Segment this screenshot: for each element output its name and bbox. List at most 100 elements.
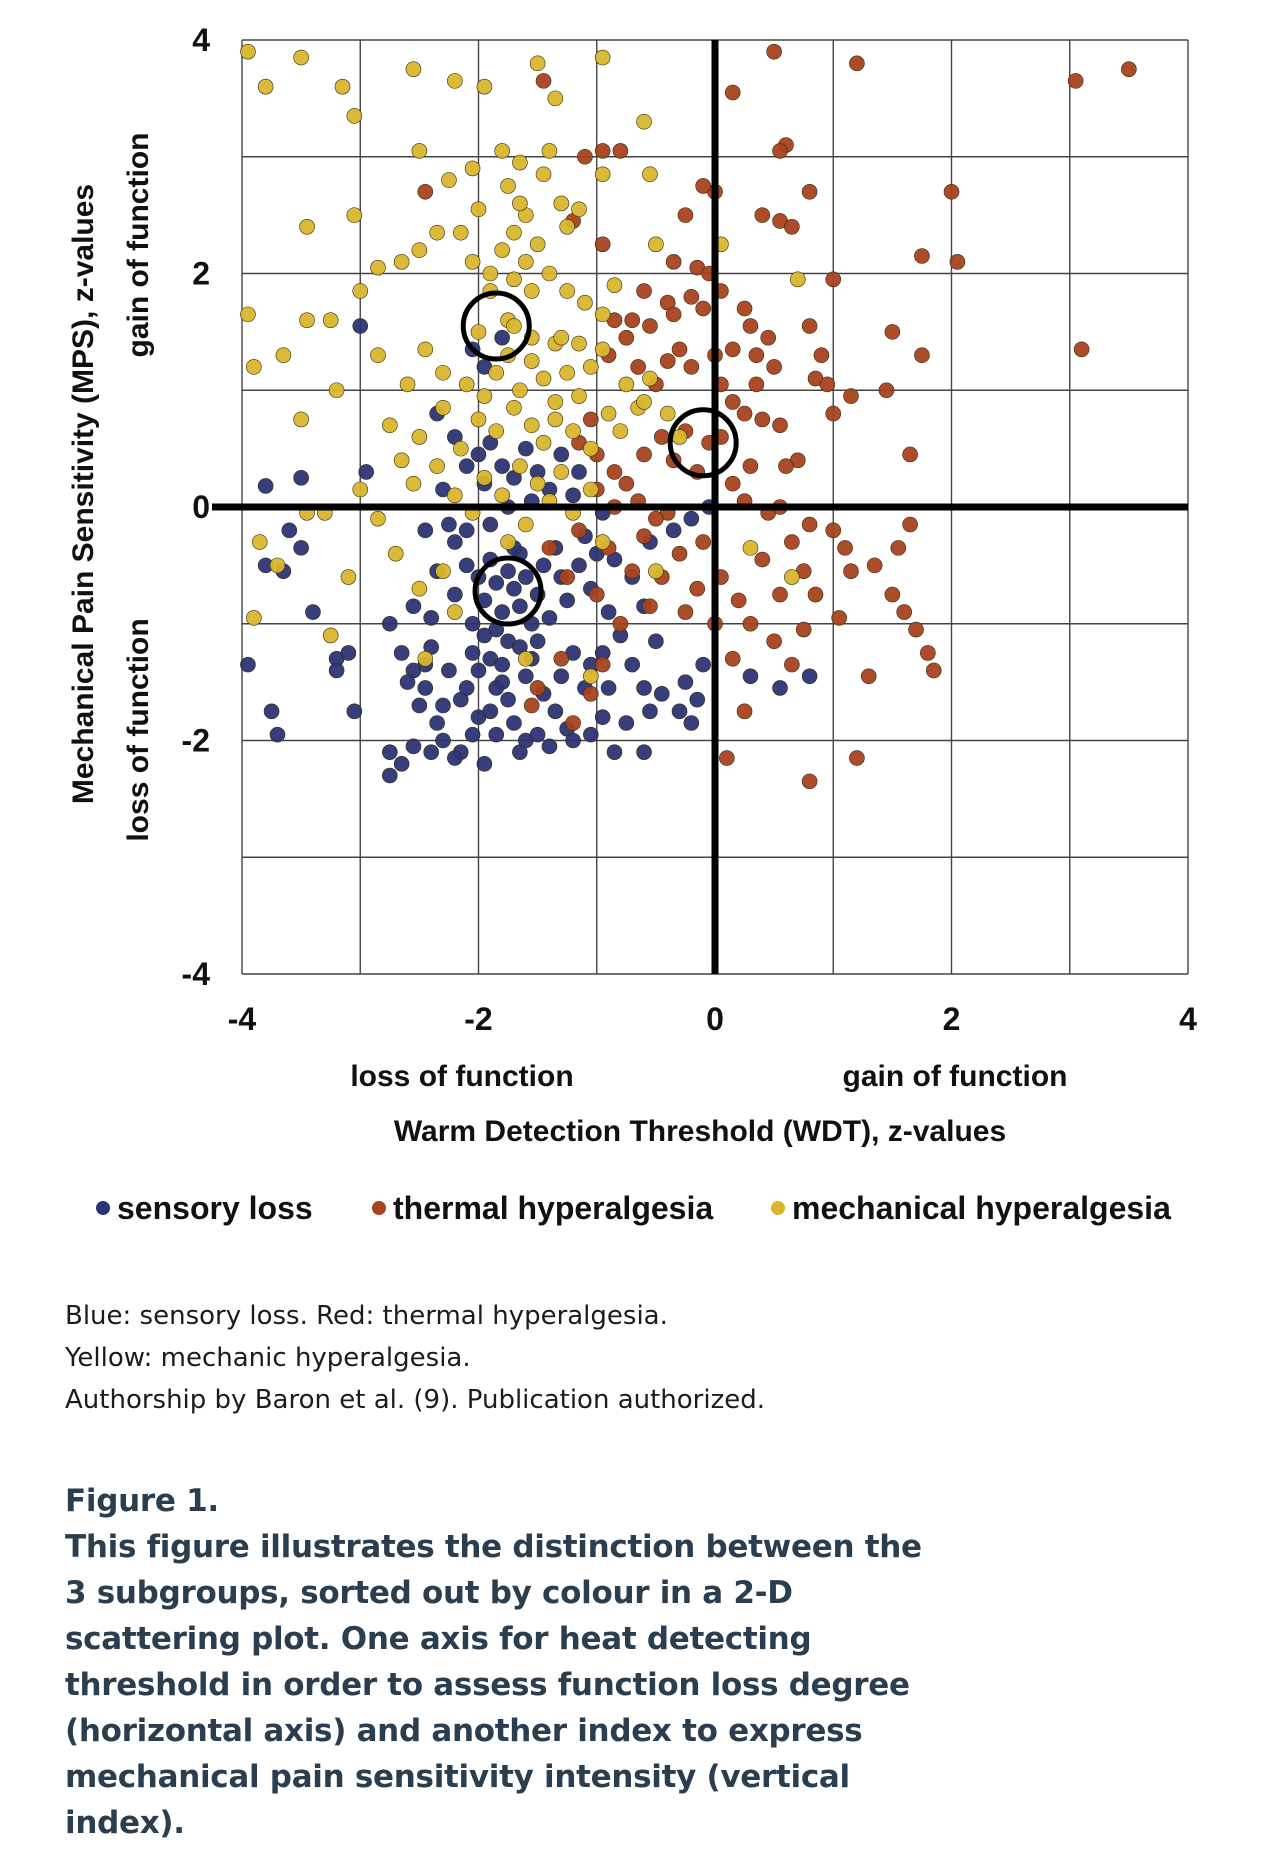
point-mechanical-hyperalgesia [470, 201, 487, 218]
point-mechanical-hyperalgesia [659, 405, 676, 422]
point-thermal-hyperalgesia [636, 446, 652, 463]
point-mechanical-hyperalgesia [500, 178, 516, 194]
point-mechanical-hyperalgesia [435, 399, 451, 416]
point-mechanical-hyperalgesia [399, 376, 416, 393]
point-mechanical-hyperalgesia [464, 160, 481, 177]
point-mechanical-hyperalgesia [370, 510, 386, 527]
point-sensory-loss [470, 446, 487, 463]
point-thermal-hyperalgesia [577, 148, 593, 165]
point-mechanical-hyperalgesia [494, 487, 510, 504]
point-mechanical-hyperalgesia [246, 359, 262, 375]
point-sensory-loss [683, 715, 700, 731]
point-sensory-loss [423, 610, 440, 626]
point-thermal-hyperalgesia [825, 405, 842, 422]
point-sensory-loss [464, 726, 481, 743]
point-thermal-hyperalgesia [606, 464, 623, 480]
point-thermal-hyperalgesia [612, 143, 629, 159]
y-loss-label: loss of function [122, 618, 155, 841]
point-sensory-loss [346, 703, 363, 720]
point-sensory-loss [494, 656, 510, 673]
point-sensory-loss [476, 756, 493, 772]
point-thermal-hyperalgesia [943, 183, 960, 200]
point-thermal-hyperalgesia [683, 359, 700, 375]
point-sensory-loss [417, 522, 434, 539]
point-thermal-hyperalgesia [695, 534, 711, 550]
point-mechanical-hyperalgesia [299, 219, 315, 235]
point-thermal-hyperalgesia [766, 633, 782, 650]
point-thermal-hyperalgesia [795, 621, 812, 638]
point-sensory-loss [281, 522, 298, 539]
point-thermal-hyperalgesia [636, 528, 652, 544]
point-mechanical-hyperalgesia [387, 545, 404, 562]
point-thermal-hyperalgesia [860, 668, 877, 685]
point-mechanical-hyperalgesia [405, 61, 422, 77]
point-thermal-hyperalgesia [884, 586, 901, 603]
point-thermal-hyperalgesia [677, 207, 694, 223]
point-mechanical-hyperalgesia [370, 347, 386, 364]
point-sensory-loss [583, 726, 599, 743]
point-sensory-loss [458, 557, 475, 574]
centroid-circle [472, 555, 544, 627]
point-mechanical-hyperalgesia [512, 154, 528, 171]
point-thermal-hyperalgesia [417, 183, 434, 200]
point-thermal-hyperalgesia [636, 283, 652, 299]
legend-marker-thermal-hyperalgesia [372, 1201, 386, 1215]
x-tick-label: 4 [1179, 1001, 1197, 1037]
point-mechanical-hyperalgesia [275, 347, 292, 364]
point-mechanical-hyperalgesia [583, 440, 599, 457]
point-mechanical-hyperalgesia [594, 306, 611, 323]
point-mechanical-hyperalgesia [594, 49, 611, 66]
point-sensory-loss [393, 756, 410, 772]
point-mechanical-hyperalgesia [417, 650, 434, 667]
point-mechanical-hyperalgesia [441, 172, 457, 188]
point-thermal-hyperalgesia [553, 650, 570, 667]
figure-label: Figure 1. [65, 1483, 219, 1519]
point-mechanical-hyperalgesia [571, 388, 587, 404]
y-gain-label: gain of function [122, 133, 155, 358]
point-thermal-hyperalgesia [594, 236, 611, 253]
point-mechanical-hyperalgesia [322, 627, 339, 644]
point-thermal-hyperalgesia [772, 143, 788, 159]
point-mechanical-hyperalgesia [541, 265, 558, 282]
point-mechanical-hyperalgesia [606, 277, 623, 293]
point-thermal-hyperalgesia [766, 359, 782, 375]
point-mechanical-hyperalgesia [559, 364, 575, 381]
point-thermal-hyperalgesia [695, 300, 711, 317]
point-thermal-hyperalgesia [583, 685, 599, 702]
point-thermal-hyperalgesia [724, 650, 741, 667]
point-mechanical-hyperalgesia [583, 668, 599, 685]
point-sensory-loss [435, 697, 451, 714]
point-thermal-hyperalgesia [801, 773, 818, 790]
point-sensory-loss [352, 318, 369, 334]
point-sensory-loss [458, 680, 475, 696]
point-sensory-loss [257, 478, 274, 494]
point-mechanical-hyperalgesia [512, 195, 528, 212]
point-thermal-hyperalgesia [689, 580, 706, 597]
point-sensory-loss [642, 703, 658, 720]
point-mechanical-hyperalgesia [523, 283, 540, 299]
point-thermal-hyperalgesia [748, 347, 765, 364]
point-thermal-hyperalgesia [742, 318, 759, 334]
point-thermal-hyperalgesia [878, 382, 895, 399]
point-mechanical-hyperalgesia [571, 335, 587, 352]
point-mechanical-hyperalgesia [506, 224, 522, 241]
point-thermal-hyperalgesia [801, 318, 818, 334]
point-mechanical-hyperalgesia [370, 259, 386, 276]
point-thermal-hyperalgesia [571, 522, 587, 539]
point-thermal-hyperalgesia [618, 475, 635, 492]
point-sensory-loss [458, 458, 475, 474]
point-sensory-loss [653, 685, 670, 702]
point-sensory-loss [269, 726, 286, 743]
x-tick-label: 0 [706, 1001, 724, 1037]
point-thermal-hyperalgesia [831, 610, 847, 626]
point-mechanical-hyperalgesia [476, 388, 493, 404]
point-thermal-hyperalgesia [1121, 61, 1137, 77]
point-thermal-hyperalgesia [742, 615, 759, 632]
point-thermal-hyperalgesia [677, 604, 694, 620]
point-sensory-loss [553, 668, 570, 685]
point-sensory-loss [263, 703, 280, 720]
point-sensory-loss [665, 522, 682, 539]
point-thermal-hyperalgesia [653, 429, 670, 445]
point-thermal-hyperalgesia [724, 84, 741, 101]
point-mechanical-hyperalgesia [618, 376, 635, 393]
